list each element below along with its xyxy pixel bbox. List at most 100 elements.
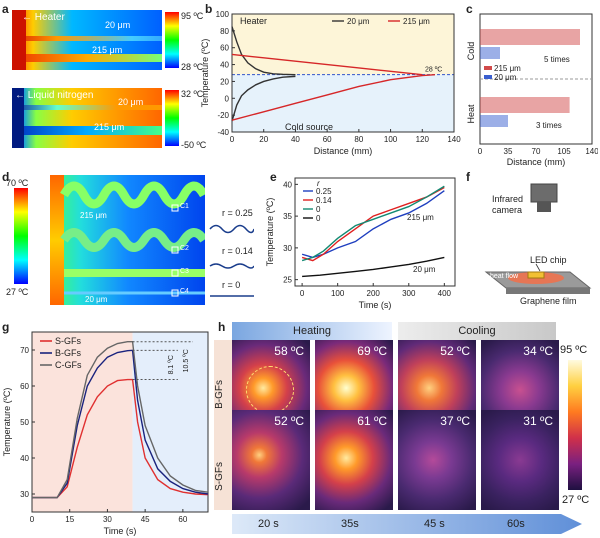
camera-body (530, 183, 558, 203)
serpentine-thermal-map: 215 μm 20 μm C1 C2 C3 C4 (50, 175, 205, 305)
x-tick-label: 60 (178, 515, 187, 524)
chart-e: 0 100 200 300 400 25 30 35 40 Time (s) Temperature… (265, 177, 456, 310)
series-line-1 (32, 378, 209, 499)
colorbar-h (568, 360, 582, 490)
heater-region (232, 14, 454, 75)
x-tick-label: 40 (291, 135, 300, 144)
heater-text: Heater (240, 16, 267, 26)
a-top-215um: 215 μm (92, 45, 123, 55)
legend-215um: 215 μm (403, 17, 430, 26)
y-tick-label: 20 (220, 77, 229, 86)
note-20um: 20 μm (413, 265, 436, 274)
cold-label: Cold (466, 42, 476, 61)
h-scale-max: 95 ºC (560, 344, 588, 356)
delta-1: 8.1 ºC (168, 355, 175, 374)
y-tick-label: 30 (283, 244, 292, 253)
d-scale-min: 27 ºC (6, 287, 29, 297)
x-tick-label: 70 (532, 147, 541, 156)
x-axis-label: Distance (mm) (507, 157, 566, 167)
chart-c: 0 35 70 105 140 Distance (mm) Cold Heat 5 times 3… (466, 13, 598, 167)
temp-sgfs-20s: 52 ºC (274, 414, 304, 428)
panel-a-label: a (2, 2, 9, 16)
series-line-3 (231, 75, 296, 122)
f-film-label: Graphene film (520, 296, 577, 306)
panel-d-label: d (2, 170, 10, 184)
heating-banner: Heating (232, 322, 392, 340)
y-tick-label: 60 (20, 382, 29, 391)
panel-g-label: g (2, 320, 10, 334)
strip-215um-top (12, 54, 162, 62)
heat-label: Heat (466, 104, 476, 124)
y-tick-label: 50 (20, 418, 29, 427)
plot-frame (294, 177, 456, 287)
colorbar-d (14, 188, 28, 284)
schematic-f (484, 183, 592, 294)
d-heater (50, 175, 64, 305)
box-c4 (171, 289, 179, 297)
d-215um-label: 215 μm (80, 211, 107, 220)
y-axis-label: Temperature (ºC) (2, 388, 12, 457)
legend-title: r (317, 179, 320, 188)
legend-label-2: 0.14 (316, 196, 332, 205)
box-c3 (171, 269, 179, 277)
panel-f-label: f (466, 170, 470, 184)
d-r1: r = 0.25 (222, 208, 253, 218)
y-tick-label: 25 (283, 276, 292, 285)
plot-frame (231, 13, 455, 133)
strip-20um-top (12, 36, 162, 41)
series-line-4 (231, 73, 436, 121)
legend-label-1: 0.25 (316, 187, 332, 196)
temp-sgfs-60s: 31 ºC (523, 414, 553, 428)
d-r3: r = 0 (222, 280, 241, 290)
ratio-heat: 3 times (536, 121, 562, 130)
row-label-bgfs: B-GFs (214, 380, 225, 409)
chart-g: 0 15 30 45 60 30 40 50 60 70 Time (s) Temperature (… (2, 331, 209, 536)
legend-215: 215 μm (494, 64, 521, 73)
heating-region (32, 332, 133, 512)
box-c1 (171, 204, 179, 212)
time-45s: 45 s (424, 518, 445, 530)
y-tick-label: 80 (220, 27, 229, 36)
time-20s: 20 s (258, 518, 279, 530)
d-r2: r = 0.14 (222, 246, 253, 256)
x-tick-label: 400 (438, 289, 452, 298)
f-led-label: LED chip (530, 255, 567, 265)
x-tick-label: 140 (585, 147, 598, 156)
x-tick-label: 15 (65, 515, 74, 524)
thermal-sgfs-45s: 37 ºC (398, 410, 476, 510)
x-axis-label: Time (s) (359, 300, 392, 310)
y-tick-label: 100 (216, 10, 230, 19)
strip-215um-bottom (12, 126, 162, 135)
row-label-strip (214, 340, 232, 510)
y-tick-label: 35 (283, 212, 292, 221)
dashed-circle (246, 366, 294, 414)
temp-sgfs-35s: 61 ºC (357, 414, 387, 428)
a-bottom-215um: 215 μm (94, 122, 125, 132)
x-tick-label: 300 (402, 289, 416, 298)
legend-20um: 20 μm (347, 17, 370, 26)
ln2-arrow-label: ← Liquid nitrogen (15, 90, 94, 101)
x-tick-label: 105 (557, 147, 571, 156)
a-bottom-min: -50 ºC (181, 140, 207, 150)
f-flow-label: heat flow (490, 273, 519, 280)
x-axis-label: Distance (mm) (314, 146, 373, 156)
cold-block (12, 88, 24, 148)
y-tick-label: 0 (225, 94, 230, 103)
thermal-sgfs-60s: 31 ºC (481, 410, 559, 510)
strip-r025 (60, 181, 205, 209)
y-axis-label: Temperature (ºC) (200, 39, 210, 108)
temp-bgfs-60s: 34 ºC (523, 344, 553, 358)
thermal-sgfs-20s: 52 ºC (232, 410, 310, 510)
temp-bgfs-45s: 52 ºC (440, 344, 470, 358)
panel-h-label: h (218, 320, 226, 334)
x-axis-label: Time (s) (104, 526, 137, 536)
panel-e-label: e (270, 170, 277, 184)
wave-r014-icon (209, 263, 254, 269)
y-tick-label: 30 (20, 490, 29, 499)
a-top-max: 95 ºC (181, 11, 204, 21)
x-tick-label: 35 (504, 147, 513, 156)
box-c2 (171, 246, 179, 254)
a-bottom-max: 32 ºC (181, 89, 204, 99)
x-tick-label: 45 (141, 515, 150, 524)
legend-label-3: C-GFs (55, 360, 82, 370)
